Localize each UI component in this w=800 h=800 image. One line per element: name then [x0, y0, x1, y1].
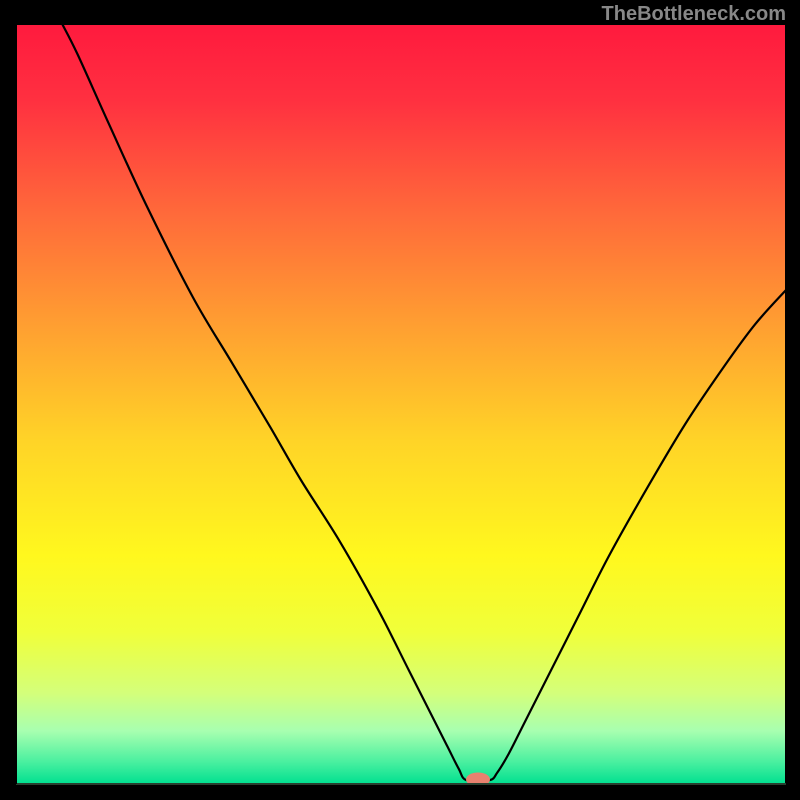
bottleneck-chart: TheBottleneck.com: [0, 0, 800, 800]
gradient-background: [16, 24, 786, 784]
watermark-label: TheBottleneck.com: [602, 3, 786, 25]
plot-area: [16, 24, 786, 786]
